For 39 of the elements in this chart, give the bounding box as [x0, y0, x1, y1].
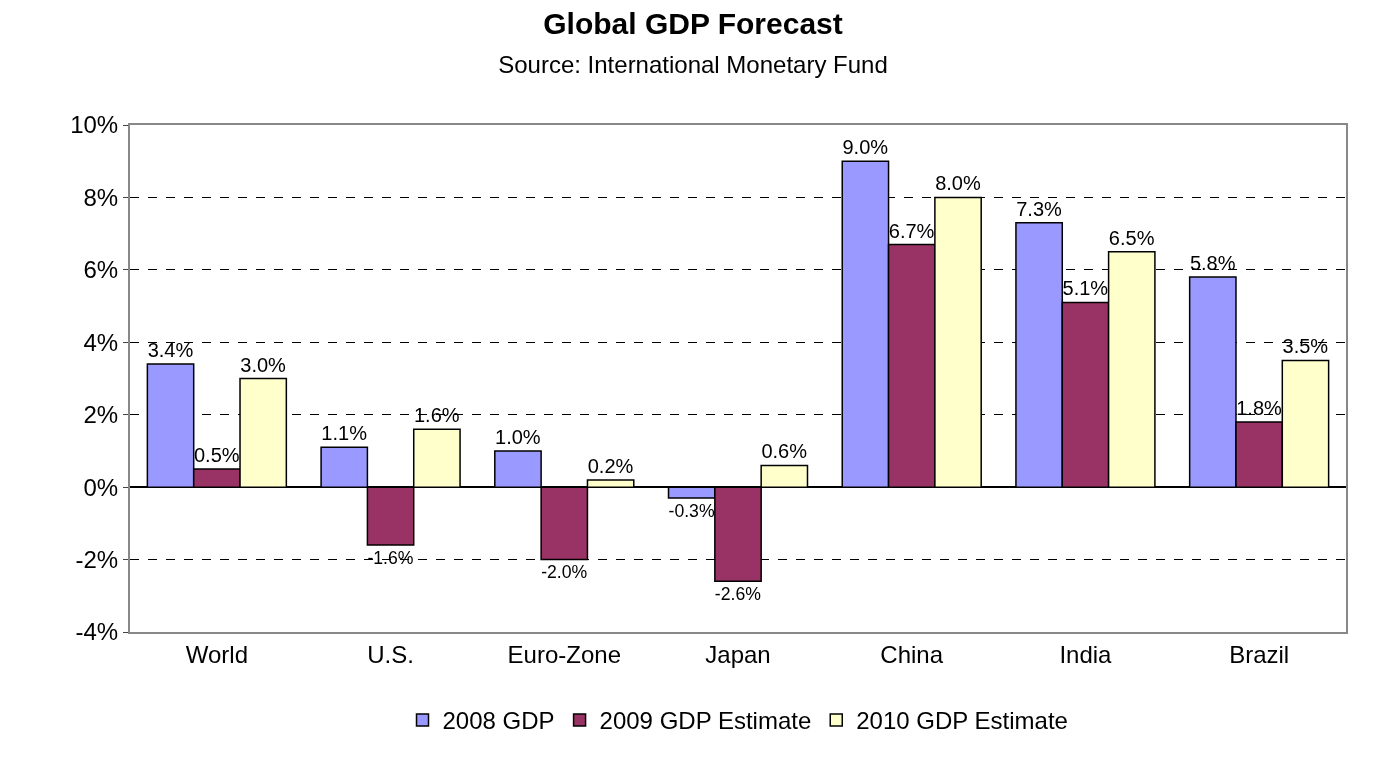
- x-tick-label: World: [185, 640, 248, 668]
- data-label: 0.6%: [761, 440, 808, 463]
- data-label: 7.3%: [1016, 197, 1063, 220]
- legend-label: 2009 GDP Estimate: [599, 707, 812, 735]
- data-label: 3.4%: [147, 339, 194, 362]
- y-tick-label: 0%: [83, 473, 119, 501]
- y-tick-label: 6%: [83, 256, 119, 284]
- data-label: 1.0%: [495, 425, 541, 448]
- data-label: 6.5%: [1108, 226, 1155, 249]
- legend-label: 2008 GDP: [442, 707, 555, 735]
- y-tick-label: 8%: [83, 183, 119, 211]
- y-tick-label: 10%: [70, 111, 119, 139]
- y-tick-label: -4%: [75, 618, 119, 646]
- data-label: 3.0%: [240, 353, 287, 376]
- x-tick-label: U.S.: [367, 640, 414, 668]
- data-label: 1.8%: [1236, 396, 1283, 419]
- data-label: -1.6%: [367, 547, 414, 568]
- x-tick-label: China: [880, 640, 944, 668]
- y-tick-label: 2%: [83, 401, 119, 429]
- data-label: 0.2%: [587, 454, 634, 477]
- data-label: 0.5%: [193, 444, 240, 467]
- data-label: -2.6%: [714, 584, 762, 605]
- chart-title: Global GDP Forecast: [543, 7, 843, 41]
- legend-label: 2010 GDP Estimate: [856, 707, 1068, 735]
- x-tick-label: India: [1059, 640, 1113, 668]
- data-label: -0.3%: [668, 500, 715, 521]
- y-tick-label: -2%: [75, 545, 119, 573]
- x-tick-label: Brazil: [1229, 640, 1290, 668]
- data-label: 1.1%: [321, 422, 368, 445]
- x-tick-label: Japan: [705, 640, 771, 668]
- chart-subtitle: Source: International Monetary Fund: [498, 51, 888, 79]
- data-label: -2.0%: [541, 562, 588, 583]
- x-tick-label: Euro-Zone: [507, 640, 621, 668]
- data-label: 5.1%: [1062, 277, 1109, 300]
- data-label: 3.5%: [1282, 335, 1329, 358]
- data-label: 9.0%: [842, 136, 889, 159]
- data-label: 6.7%: [888, 219, 935, 242]
- data-label: 8.0%: [935, 172, 981, 195]
- y-tick-label: 4%: [83, 328, 119, 356]
